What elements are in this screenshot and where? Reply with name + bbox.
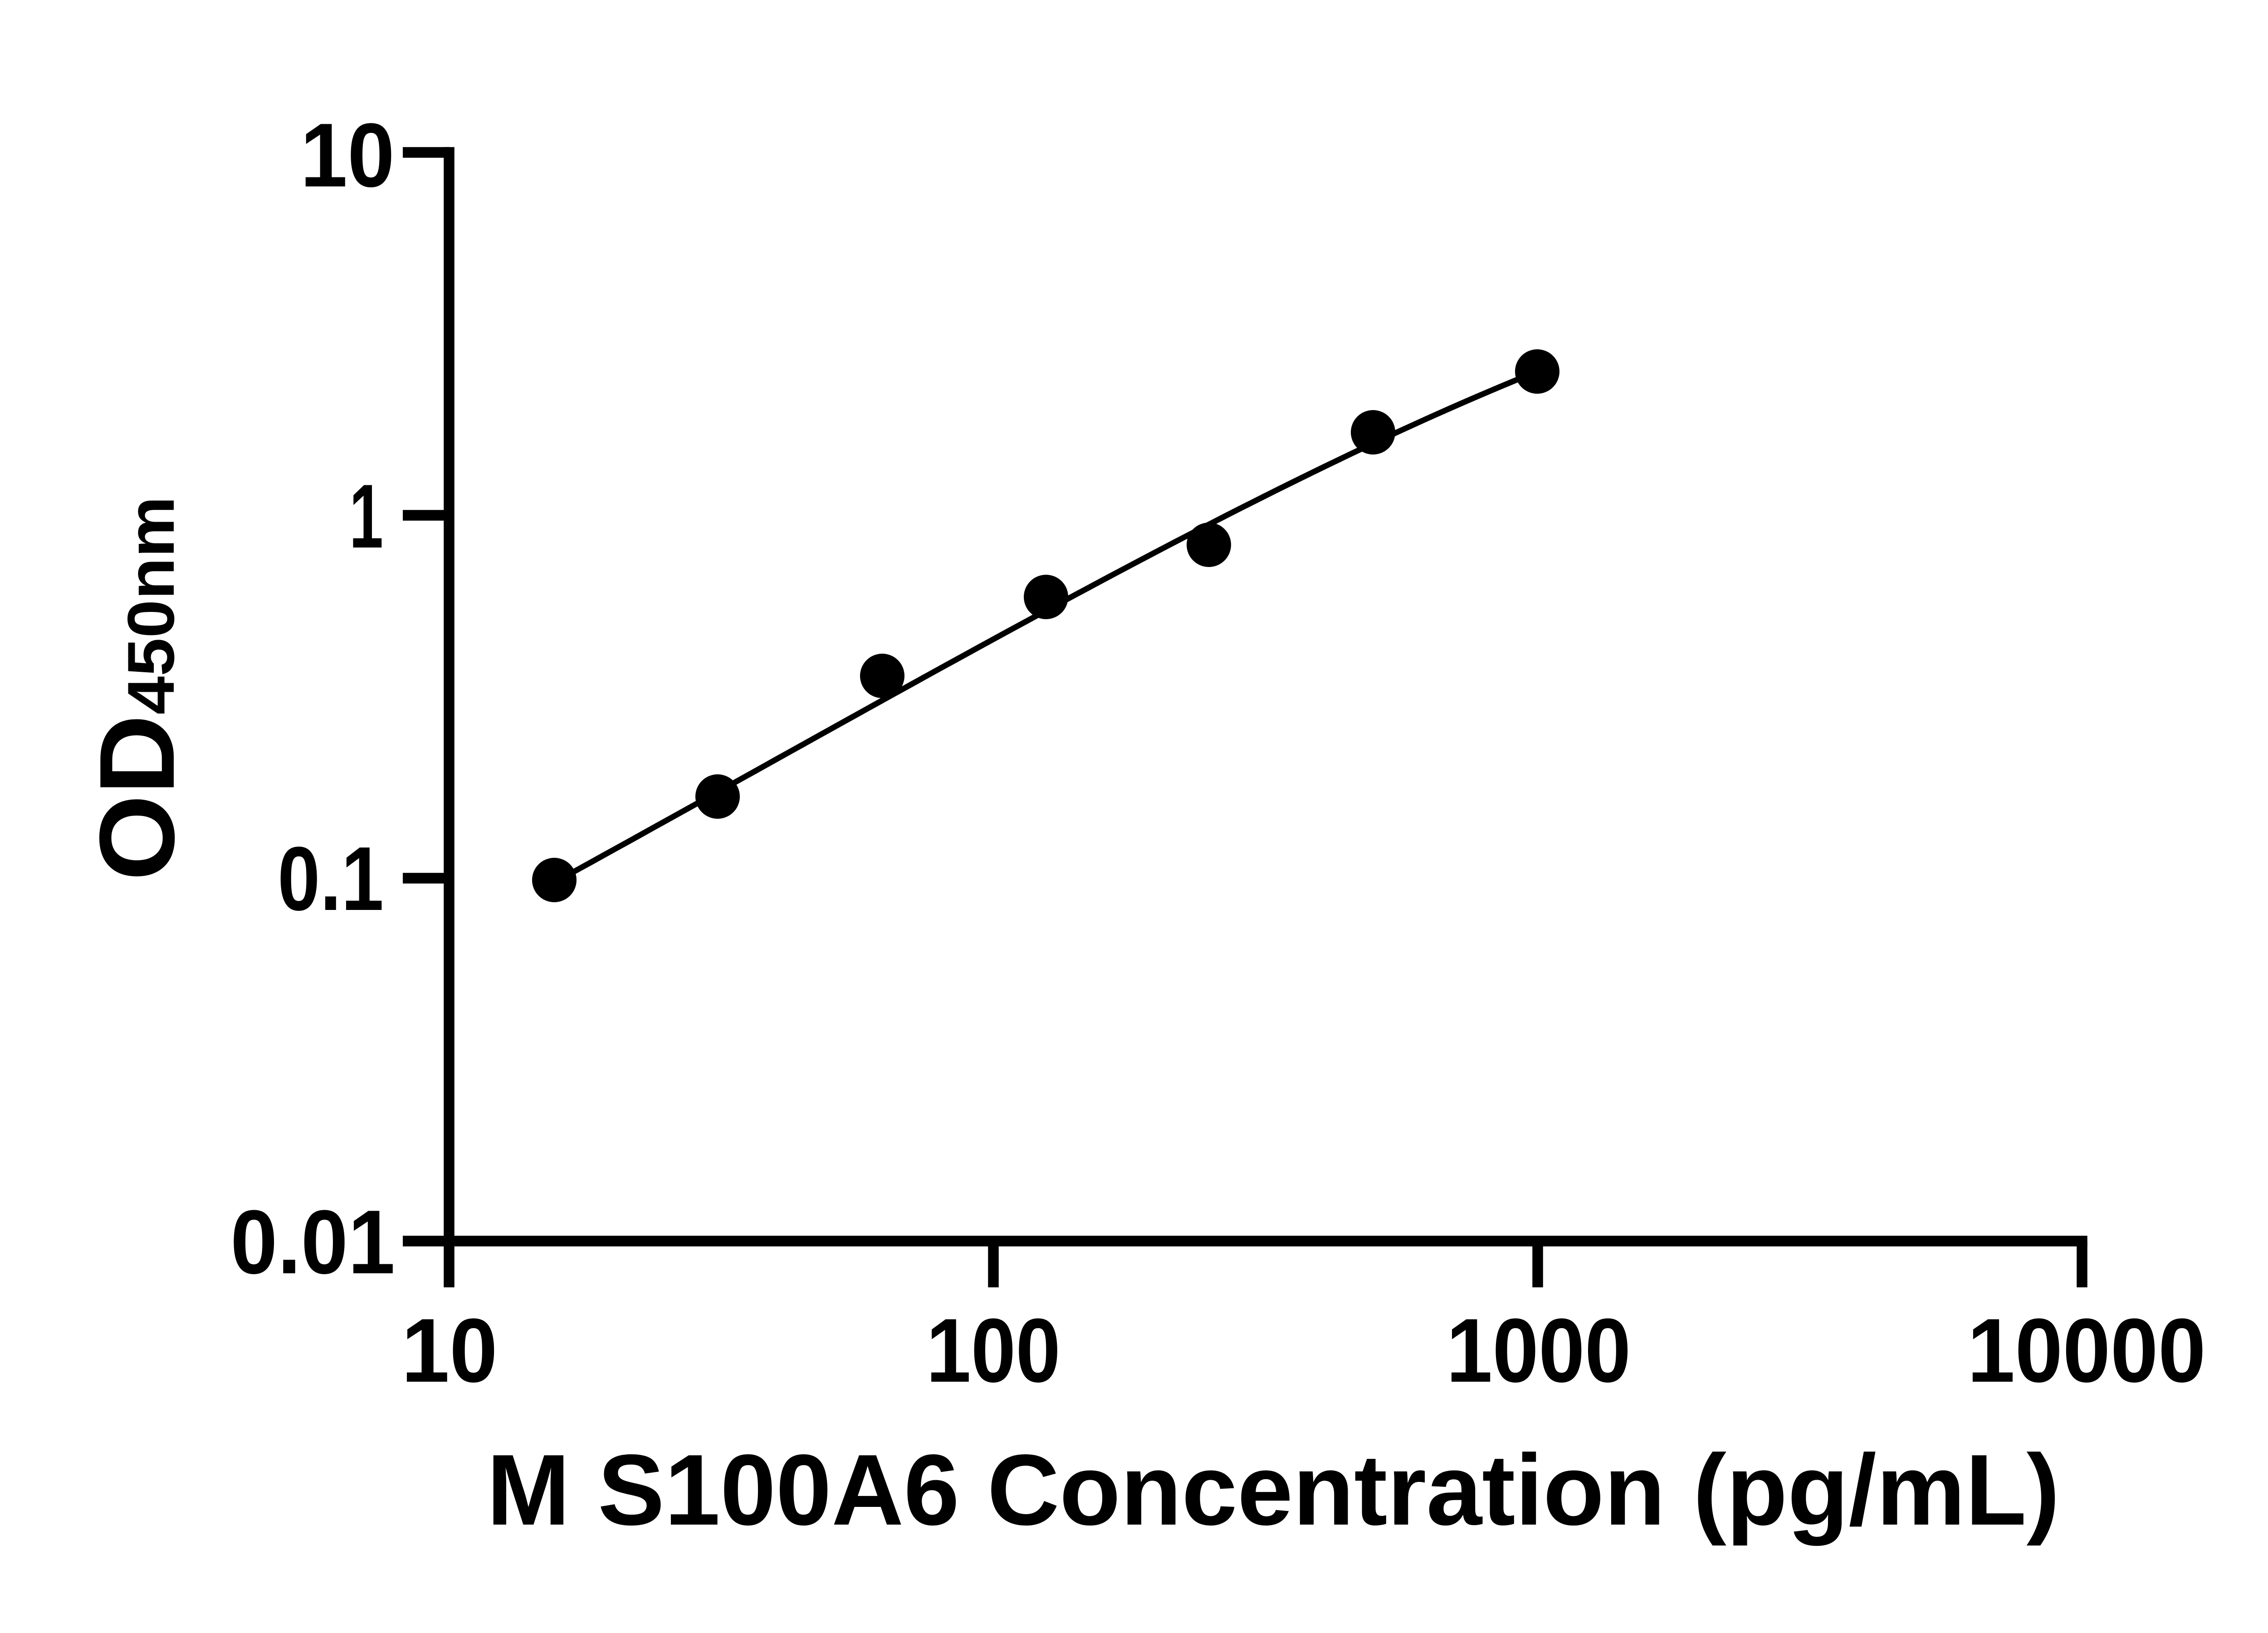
svg-text:0.01: 0.01 (230, 1192, 395, 1293)
svg-text:10000: 10000 (1967, 1300, 2206, 1401)
svg-text:10: 10 (401, 1300, 498, 1401)
svg-text:10: 10 (300, 105, 395, 206)
svg-text:1: 1 (349, 466, 383, 567)
svg-text:M S100A6 Concentration (pg/mL): M S100A6 Concentration (pg/mL) (487, 1434, 2060, 1546)
svg-text:0.1: 0.1 (278, 828, 384, 929)
svg-text:OD450nm: OD450nm (77, 496, 196, 881)
svg-text:1000: 1000 (1447, 1300, 1631, 1401)
svg-text:100: 100 (926, 1300, 1061, 1401)
